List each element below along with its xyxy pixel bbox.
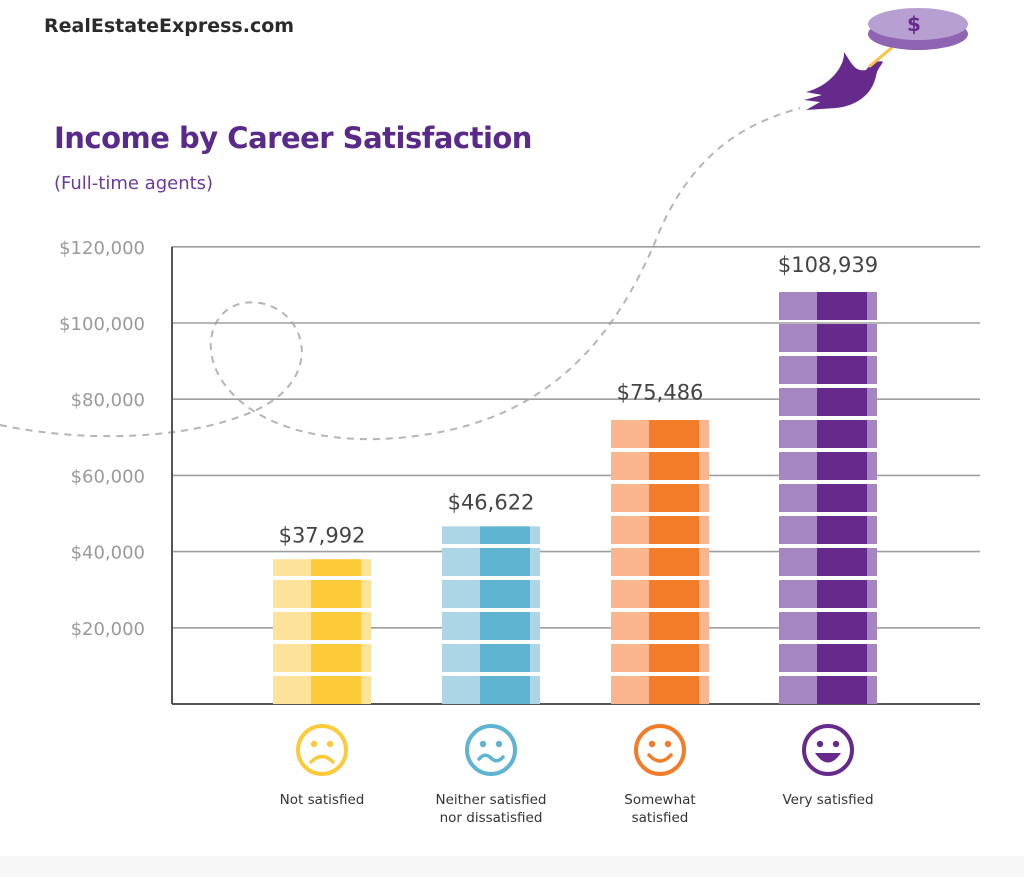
coin-segment-shade [817,388,867,416]
x-category-label-line: Very satisfied [782,792,874,808]
coin-segment-shade [817,676,867,704]
y-tick-label: $40,000 [71,543,145,564]
coin-segment-shade [311,612,361,640]
brand-name: RealEstateExpress.com [44,15,295,37]
coin-segment-shade [817,516,867,544]
coin-segment-shade [817,580,867,608]
y-tick-label: $60,000 [71,466,145,487]
bar [442,526,540,704]
coin-icon: $ [868,8,968,50]
bar [779,292,877,704]
big-grin-face-icon [802,724,854,776]
bird-icon [804,42,898,110]
x-category-label-line: Not satisfied [279,792,365,808]
x-category-label: Somewhat satisfied [575,791,745,827]
coin-segment-shade [649,484,699,512]
x-category-label-line: nor dissatisfied [439,810,543,826]
coin-segment-shade [480,676,530,704]
data-label: $75,486 [617,380,704,404]
uneasy-face-icon [465,724,517,776]
coin-segment-shade [480,644,530,672]
coin-segment-shade [480,612,530,640]
chart-title: Income by Career Satisfaction [54,121,532,155]
coin-segment-shade [817,548,867,576]
x-category-label: Neither satisfied nor dissatisfied [406,791,576,827]
coin-segment-shade [311,559,361,576]
coin-segment-shade [311,644,361,672]
y-tick-label: $80,000 [71,390,145,411]
coin-segment-shade [649,644,699,672]
coin-segment-shade [480,548,530,576]
coin-segment-shade [649,612,699,640]
bar [611,420,709,704]
coin-segment-shade [649,548,699,576]
data-label: $37,992 [279,523,366,547]
data-label: $108,939 [778,253,878,277]
y-tick-label: $20,000 [71,619,145,640]
chart-subtitle: (Full-time agents) [54,173,214,194]
y-tick-label: $100,000 [59,314,145,335]
footer-band [0,856,1024,877]
coin-segment-shade [649,452,699,480]
coin-segment-shade [817,324,867,352]
y-tick-label: $120,000 [59,238,145,259]
coin-segment-shade [649,516,699,544]
coin-segment-shade [817,612,867,640]
coin-segment-shade [817,420,867,448]
coin-segment-shade [480,580,530,608]
coin-segment-shade [817,644,867,672]
x-category-label-line: satisfied [631,810,689,826]
x-category-label-line: Somewhat [624,792,696,808]
bar [273,559,371,704]
coin-segment-shade [817,292,867,320]
coin-segment-shade [817,356,867,384]
coin-segment-shade [311,676,361,704]
x-category-label-line: Neither satisfied [435,792,547,808]
x-category-label: Not satisfied [237,791,407,809]
coin-segment-shade [649,420,699,448]
sad-face-icon [296,724,348,776]
coin-segment-shade [480,526,530,544]
coin-segment-shade [817,452,867,480]
coin-segment-shade [311,580,361,608]
coin-segment-shade [649,676,699,704]
coin-segment-shade [817,484,867,512]
coin-symbol: $ [907,12,921,36]
x-category-label: Very satisfied [743,791,913,809]
dashed-flight-path [0,107,801,441]
data-label: $46,622 [448,490,535,514]
coin-segment-shade [649,580,699,608]
smile-face-icon [634,724,686,776]
